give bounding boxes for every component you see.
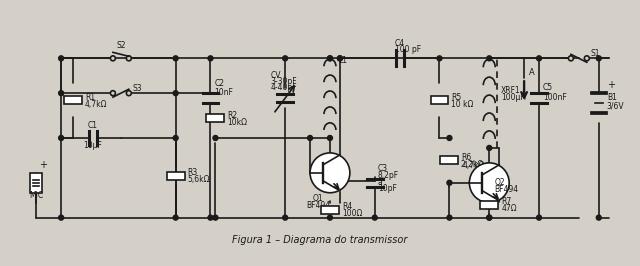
Circle shape <box>173 56 178 61</box>
Circle shape <box>536 56 541 61</box>
Text: 10μF: 10μF <box>84 141 102 150</box>
Circle shape <box>111 91 115 96</box>
Circle shape <box>59 215 63 220</box>
Text: C5: C5 <box>543 83 553 92</box>
Text: C3: C3 <box>378 164 388 173</box>
Bar <box>440 156 458 164</box>
Bar <box>64 96 82 104</box>
Text: B1: B1 <box>607 93 616 102</box>
Text: 10pF: 10pF <box>378 184 397 193</box>
Circle shape <box>213 215 218 220</box>
Text: L1: L1 <box>338 56 347 65</box>
Text: 2,2kΩ a: 2,2kΩ a <box>461 160 491 169</box>
Text: C2: C2 <box>214 79 225 88</box>
Circle shape <box>568 56 573 61</box>
Bar <box>207 114 225 122</box>
Text: R5: R5 <box>451 93 461 102</box>
Circle shape <box>328 215 332 220</box>
Circle shape <box>469 163 509 203</box>
Text: R7: R7 <box>501 197 511 206</box>
Circle shape <box>447 215 452 220</box>
Circle shape <box>487 56 492 61</box>
Text: 8,2pF: 8,2pF <box>378 171 399 180</box>
Circle shape <box>447 135 452 140</box>
Text: 3/6V: 3/6V <box>607 101 625 110</box>
Circle shape <box>487 215 492 220</box>
Text: 100 pF: 100 pF <box>395 45 420 54</box>
Circle shape <box>337 56 342 61</box>
Text: Figura 1 – Diagrama do transmissor: Figura 1 – Diagrama do transmissor <box>232 235 408 244</box>
Text: 10nF: 10nF <box>214 88 234 97</box>
Circle shape <box>283 215 287 220</box>
Circle shape <box>310 153 350 193</box>
Circle shape <box>328 56 332 61</box>
Text: BF494: BF494 <box>306 201 330 210</box>
Circle shape <box>59 56 63 61</box>
Circle shape <box>328 135 332 140</box>
Text: +: + <box>607 80 615 90</box>
Circle shape <box>536 215 541 220</box>
Text: A: A <box>529 68 535 77</box>
Text: S3: S3 <box>133 84 143 93</box>
Circle shape <box>447 180 452 185</box>
Text: R3: R3 <box>188 168 198 177</box>
Bar <box>431 96 449 104</box>
Circle shape <box>584 56 589 61</box>
Text: MIC: MIC <box>29 191 44 200</box>
Text: R1: R1 <box>85 93 95 102</box>
Circle shape <box>487 146 492 151</box>
Circle shape <box>437 56 442 61</box>
Circle shape <box>126 91 131 96</box>
Text: 10kΩ: 10kΩ <box>227 118 248 127</box>
Text: Q2: Q2 <box>494 178 505 187</box>
Text: Q1: Q1 <box>313 194 323 203</box>
Circle shape <box>208 56 213 61</box>
Circle shape <box>126 56 131 61</box>
Text: 4,7kΩ: 4,7kΩ <box>85 100 108 109</box>
Text: 100μH: 100μH <box>501 93 526 102</box>
Bar <box>321 206 339 214</box>
Text: 4-40pF: 4-40pF <box>270 83 297 92</box>
Circle shape <box>337 56 342 61</box>
Text: 5,6kΩ: 5,6kΩ <box>188 175 210 184</box>
Text: 100nF: 100nF <box>543 93 567 102</box>
Circle shape <box>173 215 178 220</box>
Bar <box>30 173 42 193</box>
Text: a: a <box>378 178 383 187</box>
Circle shape <box>173 135 178 140</box>
Text: 100Ω: 100Ω <box>342 209 362 218</box>
Text: R2: R2 <box>227 111 237 120</box>
Text: 10 kΩ: 10 kΩ <box>451 100 474 109</box>
Text: +: + <box>39 160 47 170</box>
Circle shape <box>173 91 178 96</box>
Circle shape <box>59 91 63 96</box>
Text: 4,7kΩ: 4,7kΩ <box>462 161 485 170</box>
Text: S1: S1 <box>591 49 600 58</box>
Bar <box>480 201 498 209</box>
Circle shape <box>111 56 115 61</box>
Text: S2: S2 <box>116 41 125 50</box>
Circle shape <box>328 56 332 61</box>
Text: C1: C1 <box>88 121 98 130</box>
Text: BF494: BF494 <box>494 185 518 194</box>
Circle shape <box>372 215 377 220</box>
Bar <box>166 172 184 180</box>
Text: R6: R6 <box>461 153 472 162</box>
Circle shape <box>59 135 63 140</box>
Circle shape <box>213 135 218 140</box>
Circle shape <box>596 56 601 61</box>
Text: CV: CV <box>270 71 281 80</box>
Circle shape <box>487 215 492 220</box>
Circle shape <box>596 215 601 220</box>
Text: C4: C4 <box>395 39 404 48</box>
Circle shape <box>308 135 312 140</box>
Text: XRF1: XRF1 <box>501 86 521 95</box>
Circle shape <box>283 56 287 61</box>
Circle shape <box>208 215 213 220</box>
Text: 47Ω: 47Ω <box>501 204 517 213</box>
Text: R4: R4 <box>342 202 352 211</box>
Text: 3-30pF: 3-30pF <box>270 77 297 86</box>
